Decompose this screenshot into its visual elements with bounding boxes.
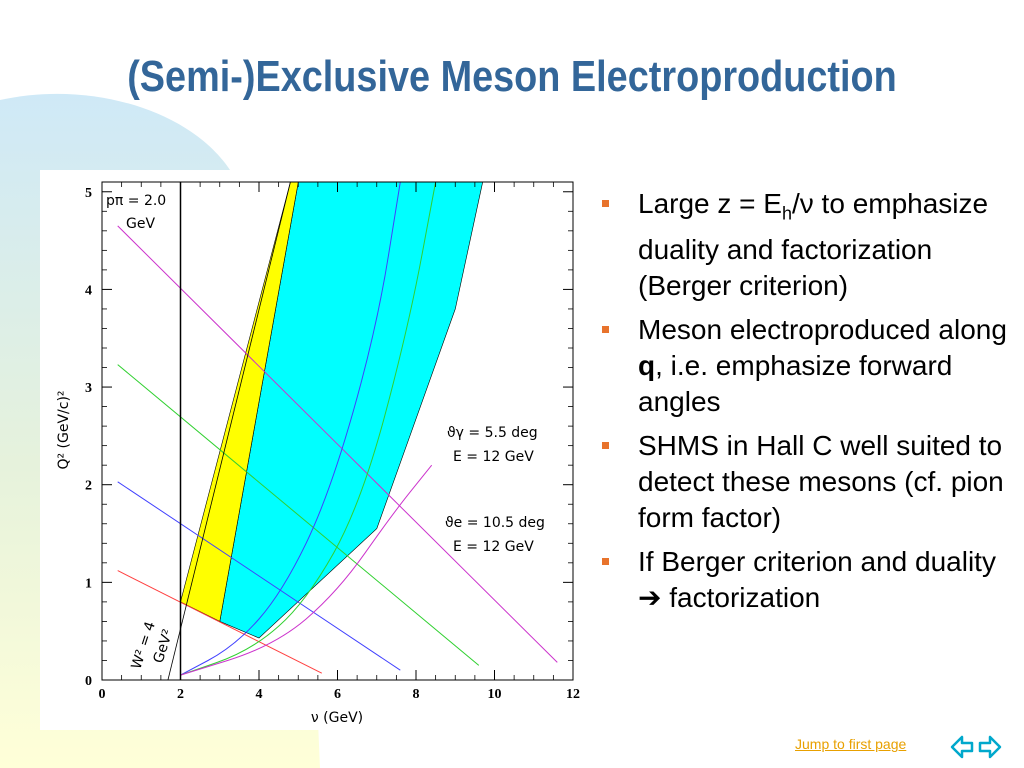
bullet-marker xyxy=(602,325,609,333)
p-pi-label: pπ = 2.0 xyxy=(106,193,166,209)
series-line-3 xyxy=(117,225,558,663)
y-tick-label: 3 xyxy=(85,381,92,396)
x-tick-label: 0 xyxy=(99,687,106,702)
series-line-4 xyxy=(180,181,401,676)
bullet-marker xyxy=(602,441,609,449)
bullet-bold-text: q xyxy=(638,349,656,381)
bullet-subscript: h xyxy=(781,203,792,224)
y-tick-label: 5 xyxy=(85,186,92,201)
w2-threshold-line xyxy=(167,181,291,681)
theta-gamma-label: ϑγ = 5.5 deg xyxy=(447,425,538,441)
bullet-text: /ν to emphasize duality and factorizatio… xyxy=(638,188,989,301)
right-arrow-icon: ➔ xyxy=(638,581,662,613)
right-arrow-icon[interactable] xyxy=(978,735,1002,759)
bullet-list: Large z = Eh/ν to emphasize duality and … xyxy=(600,186,1010,624)
series-line-1 xyxy=(117,481,401,671)
theta-e-energy-label: E = 12 GeV xyxy=(453,539,534,555)
bullet-item-large-z: Large z = Eh/ν to emphasize duality and … xyxy=(600,186,1010,304)
bullet-text: If Berger criterion and duality xyxy=(638,545,996,577)
bullet-marker xyxy=(602,200,609,207)
left-arrow-icon[interactable] xyxy=(950,735,974,759)
bullet-text: , i.e. emphasize forward angles xyxy=(638,349,953,417)
bullet-item-berger-duality: If Berger criterion and duality ➔ factor… xyxy=(600,544,1010,616)
y-axis-label: Q² (GeV/c)² xyxy=(56,390,72,469)
x-tick-label: 10 xyxy=(488,687,502,702)
bullet-text: factorization xyxy=(661,581,821,613)
jump-to-first-page-link[interactable]: Jump to first page xyxy=(795,736,907,752)
bullet-text: Meson electroproduced along xyxy=(638,313,1007,345)
bullet-item-meson-electroproduced: Meson electroproduced along q, i.e. emph… xyxy=(600,312,1010,420)
series-line-5 xyxy=(180,181,437,676)
y-tick-label: 2 xyxy=(85,479,92,494)
x-tick-label: 8 xyxy=(413,687,420,702)
x-tick-label: 6 xyxy=(334,687,341,702)
series-line-0 xyxy=(117,570,323,674)
bullet-item-shms: SHMS in Hall C well suited to detect the… xyxy=(600,428,1010,536)
series-line-2 xyxy=(117,364,480,666)
bullet-text: Large z = E xyxy=(638,188,782,219)
double-arrow-icon[interactable] xyxy=(950,732,1002,762)
theta-e-label: ϑe = 10.5 deg xyxy=(445,515,545,531)
slide-title: (Semi-)Exclusive Meson Electroproduction xyxy=(127,52,897,101)
x-tick-label: 12 xyxy=(566,687,580,702)
series-line-6 xyxy=(180,464,433,676)
x-tick-label: 2 xyxy=(177,687,184,702)
x-tick-label: 4 xyxy=(256,687,263,702)
x-axis-label: ν (GeV) xyxy=(311,710,363,726)
bullet-marker xyxy=(602,557,609,565)
bullet-text: SHMS in Hall C well suited to detect the… xyxy=(638,429,1004,533)
theta-gamma-energy-label: E = 12 GeV xyxy=(453,449,534,465)
y-tick-label: 0 xyxy=(85,674,92,689)
y-tick-label: 4 xyxy=(85,283,92,298)
p-pi-unit-label: GeV xyxy=(126,216,155,232)
y-tick-label: 1 xyxy=(85,576,92,591)
